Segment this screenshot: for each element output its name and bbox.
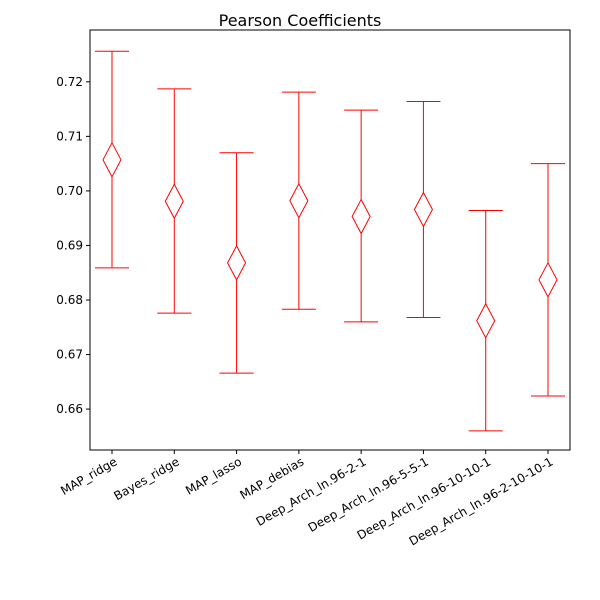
data-point-marker — [538, 261, 558, 298]
data-point-marker — [289, 182, 309, 219]
data-point-marker — [227, 244, 247, 281]
y-tick-label: 0.67 — [56, 348, 83, 362]
y-tick-label: 0.66 — [56, 402, 83, 416]
y-tick-label: 0.68 — [56, 293, 83, 307]
data-point-marker — [476, 302, 496, 339]
data-point-marker — [413, 191, 433, 228]
data-point-marker — [164, 183, 184, 220]
data-point-marker — [351, 198, 371, 235]
axes-frame — [89, 29, 571, 451]
y-tick-label: 0.70 — [56, 184, 83, 198]
y-tick-label: 0.72 — [56, 75, 83, 89]
y-tick-label: 0.71 — [56, 129, 83, 143]
y-tick-label: 0.69 — [56, 238, 83, 252]
data-point-marker — [102, 141, 122, 178]
chart-title: Pearson Coefficients — [219, 11, 382, 30]
